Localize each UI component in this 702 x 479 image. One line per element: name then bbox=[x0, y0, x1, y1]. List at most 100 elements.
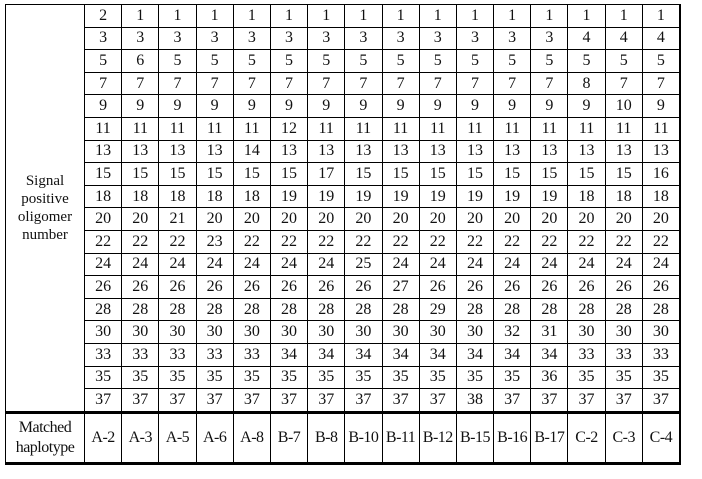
table-cell: 17 bbox=[307, 162, 346, 186]
table-cell: 33 bbox=[195, 342, 234, 367]
table-cell: 37 bbox=[344, 388, 383, 413]
table-cell: 25 bbox=[344, 252, 383, 277]
table-cell: 15 bbox=[232, 162, 271, 186]
table-cell: 28 bbox=[493, 297, 532, 322]
table-cell: 3 bbox=[530, 26, 569, 51]
table-cell: 35 bbox=[418, 365, 457, 390]
table-cell: 22 bbox=[381, 229, 420, 254]
table-cell: 5 bbox=[307, 49, 346, 73]
table-row: 35 35 35 35 35 35 35 35 35 35 35 35 36 35 35 35 bbox=[6, 365, 681, 390]
haplotype-cell: A-6 bbox=[195, 410, 234, 465]
table-cell: 26 bbox=[121, 275, 160, 299]
table-cell: 24 bbox=[418, 252, 457, 277]
table-cell: 15 bbox=[493, 162, 532, 186]
table-cell: 37 bbox=[83, 388, 123, 413]
table-cell: 12 bbox=[269, 116, 309, 141]
table-cell: 7 bbox=[83, 71, 123, 96]
table-cell: 11 bbox=[604, 116, 643, 141]
oligomer-haplotype-table: Signal positive oligomer number 2 1 1 1 1 1 1 1 1… bbox=[5, 4, 681, 465]
table-cell: 1 bbox=[530, 4, 569, 28]
table-cell: 15 bbox=[455, 162, 495, 186]
table-cell: 26 bbox=[232, 275, 271, 299]
table-cell: 18 bbox=[158, 184, 197, 209]
table-cell: 20 bbox=[418, 207, 457, 231]
table-cell: 5 bbox=[641, 49, 681, 73]
table-cell: 13 bbox=[641, 139, 681, 164]
table-cell: 33 bbox=[83, 342, 123, 367]
table-cell: 22 bbox=[567, 229, 606, 254]
table-cell: 37 bbox=[604, 388, 643, 413]
table-cell: 9 bbox=[158, 94, 197, 118]
table-cell: 7 bbox=[455, 71, 495, 96]
table-cell: 11 bbox=[381, 116, 420, 141]
table-cell: 1 bbox=[455, 4, 495, 28]
table-cell: 30 bbox=[567, 320, 606, 344]
table-cell: 3 bbox=[381, 26, 420, 51]
table-cell: 11 bbox=[344, 116, 383, 141]
table-cell: 34 bbox=[381, 342, 420, 367]
table-cell: 26 bbox=[493, 275, 532, 299]
haplotype-cell: A-2 bbox=[83, 410, 123, 465]
table-cell: 2 bbox=[83, 4, 123, 28]
table-cell: 7 bbox=[530, 71, 569, 96]
table-cell: 11 bbox=[418, 116, 457, 141]
table-cell: 10 bbox=[604, 94, 643, 118]
table-cell: 7 bbox=[232, 71, 271, 96]
table-cell: 27 bbox=[381, 275, 420, 299]
table-cell: 30 bbox=[232, 320, 271, 344]
haplotype-cell: B-17 bbox=[530, 410, 569, 465]
table-cell: 26 bbox=[269, 275, 309, 299]
table-cell: 6 bbox=[121, 49, 160, 73]
table-cell: 35 bbox=[83, 365, 123, 390]
table-cell: 37 bbox=[381, 388, 420, 413]
table-cell: 35 bbox=[344, 365, 383, 390]
table-cell: 20 bbox=[381, 207, 420, 231]
table-cell: 28 bbox=[567, 297, 606, 322]
table-cell: 13 bbox=[418, 139, 457, 164]
table-cell: 36 bbox=[530, 365, 569, 390]
table-cell: 19 bbox=[269, 184, 309, 209]
table-cell: 5 bbox=[344, 49, 383, 73]
table-cell: 37 bbox=[530, 388, 569, 413]
table-cell: 1 bbox=[307, 4, 346, 28]
table-cell: 26 bbox=[455, 275, 495, 299]
table-cell: 30 bbox=[307, 320, 346, 344]
table-cell: 9 bbox=[307, 94, 346, 118]
table-cell: 1 bbox=[604, 4, 643, 28]
haplotype-cell: A-5 bbox=[158, 410, 197, 465]
table-row: 15 15 15 15 15 15 17 15 15 15 15 15 15 15 15 16 bbox=[6, 162, 681, 186]
table-cell: 35 bbox=[158, 365, 197, 390]
table-cell: 5 bbox=[455, 49, 495, 73]
table-cell: 34 bbox=[418, 342, 457, 367]
haplotype-cell: B-11 bbox=[381, 410, 420, 465]
table-cell: 19 bbox=[381, 184, 420, 209]
table-cell: 24 bbox=[455, 252, 495, 277]
table-cell: 18 bbox=[121, 184, 160, 209]
table-cell: 20 bbox=[307, 207, 346, 231]
table-cell: 7 bbox=[195, 71, 234, 96]
table-cell: 26 bbox=[418, 275, 457, 299]
table-cell: 37 bbox=[307, 388, 346, 413]
table-cell: 26 bbox=[641, 275, 681, 299]
table-cell: 37 bbox=[641, 388, 681, 413]
table-cell: 33 bbox=[232, 342, 271, 367]
table-cell: 35 bbox=[232, 365, 271, 390]
table-cell: 24 bbox=[232, 252, 271, 277]
table-cell: 30 bbox=[158, 320, 197, 344]
table-cell: 28 bbox=[307, 297, 346, 322]
table-cell: 3 bbox=[493, 26, 532, 51]
table-cell: 3 bbox=[344, 26, 383, 51]
table-cell: 9 bbox=[344, 94, 383, 118]
table-cell: 11 bbox=[455, 116, 495, 141]
table-cell: 1 bbox=[195, 4, 234, 28]
table-cell: 15 bbox=[344, 162, 383, 186]
table-cell: 3 bbox=[269, 26, 309, 51]
table-cell: 5 bbox=[381, 49, 420, 73]
table-cell: 19 bbox=[307, 184, 346, 209]
table-cell: 9 bbox=[195, 94, 234, 118]
table-cell: 11 bbox=[195, 116, 234, 141]
table-cell: 9 bbox=[83, 94, 123, 118]
table-cell: 33 bbox=[604, 342, 643, 367]
table-cell: 1 bbox=[232, 4, 271, 28]
table-cell: 21 bbox=[158, 207, 197, 231]
